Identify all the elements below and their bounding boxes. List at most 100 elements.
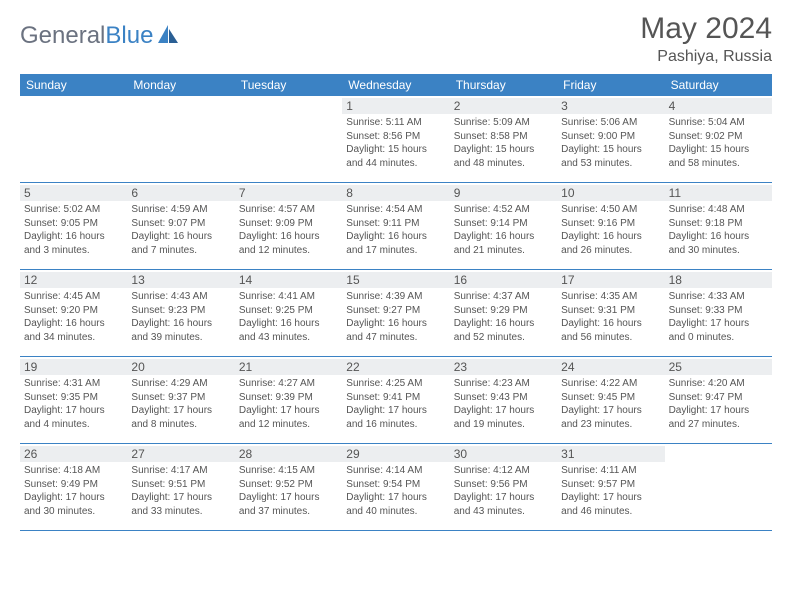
day-cell: 1Sunrise: 5:11 AMSunset: 8:56 PMDaylight… [342, 96, 449, 182]
sunset-text: Sunset: 9:39 PM [239, 391, 338, 405]
day-info: Sunrise: 4:37 AMSunset: 9:29 PMDaylight:… [454, 290, 553, 344]
day-info: Sunrise: 4:22 AMSunset: 9:45 PMDaylight:… [561, 377, 660, 431]
day-number: 17 [561, 273, 660, 287]
location-label: Pashiya, Russia [640, 48, 772, 66]
week-row: 5Sunrise: 5:02 AMSunset: 9:05 PMDaylight… [20, 183, 772, 270]
sunset-text: Sunset: 9:11 PM [346, 217, 445, 231]
daylight-text: Daylight: 17 hours and 4 minutes. [24, 404, 123, 431]
day-number-row: 24 [557, 359, 664, 375]
day-info: Sunrise: 4:31 AMSunset: 9:35 PMDaylight:… [24, 377, 123, 431]
weeks-container: 1Sunrise: 5:11 AMSunset: 8:56 PMDaylight… [20, 96, 772, 531]
sunset-text: Sunset: 9:37 PM [131, 391, 230, 405]
day-number: 6 [131, 186, 230, 200]
day-cell: 29Sunrise: 4:14 AMSunset: 9:54 PMDayligh… [342, 444, 449, 530]
sunrise-text: Sunrise: 5:06 AM [561, 116, 660, 130]
daylight-text: Daylight: 17 hours and 0 minutes. [669, 317, 768, 344]
sunrise-text: Sunrise: 4:52 AM [454, 203, 553, 217]
day-number-row: 7 [235, 185, 342, 201]
sunset-text: Sunset: 9:16 PM [561, 217, 660, 231]
daylight-text: Daylight: 16 hours and 52 minutes. [454, 317, 553, 344]
sunset-text: Sunset: 8:56 PM [346, 130, 445, 144]
day-number: 18 [669, 273, 768, 287]
day-cell: 31Sunrise: 4:11 AMSunset: 9:57 PMDayligh… [557, 444, 664, 530]
sunset-text: Sunset: 9:20 PM [24, 304, 123, 318]
weekday-header: Thursday [450, 74, 557, 96]
daylight-text: Daylight: 17 hours and 40 minutes. [346, 491, 445, 518]
day-cell: 13Sunrise: 4:43 AMSunset: 9:23 PMDayligh… [127, 270, 234, 356]
daylight-text: Daylight: 16 hours and 30 minutes. [669, 230, 768, 257]
sunrise-text: Sunrise: 4:48 AM [669, 203, 768, 217]
day-info: Sunrise: 4:39 AMSunset: 9:27 PMDaylight:… [346, 290, 445, 344]
day-cell: 16Sunrise: 4:37 AMSunset: 9:29 PMDayligh… [450, 270, 557, 356]
daylight-text: Daylight: 17 hours and 43 minutes. [454, 491, 553, 518]
day-number: 28 [239, 447, 338, 461]
daylight-text: Daylight: 17 hours and 37 minutes. [239, 491, 338, 518]
sunrise-text: Sunrise: 4:15 AM [239, 464, 338, 478]
day-info: Sunrise: 4:17 AMSunset: 9:51 PMDaylight:… [131, 464, 230, 518]
day-number: 9 [454, 186, 553, 200]
day-number: 15 [346, 273, 445, 287]
brand-logo: GeneralBlue [20, 22, 180, 50]
sunrise-text: Sunrise: 4:54 AM [346, 203, 445, 217]
daylight-text: Daylight: 15 hours and 44 minutes. [346, 143, 445, 170]
day-number-row: 8 [342, 185, 449, 201]
day-number: 2 [454, 99, 553, 113]
day-info: Sunrise: 4:20 AMSunset: 9:47 PMDaylight:… [669, 377, 768, 431]
weekday-header: Monday [127, 74, 234, 96]
sunrise-text: Sunrise: 4:43 AM [131, 290, 230, 304]
day-number: 3 [561, 99, 660, 113]
sunset-text: Sunset: 9:02 PM [669, 130, 768, 144]
day-cell: 5Sunrise: 5:02 AMSunset: 9:05 PMDaylight… [20, 183, 127, 269]
daylight-text: Daylight: 15 hours and 53 minutes. [561, 143, 660, 170]
daylight-text: Daylight: 17 hours and 19 minutes. [454, 404, 553, 431]
month-title: May 2024 [640, 12, 772, 46]
day-cell: 28Sunrise: 4:15 AMSunset: 9:52 PMDayligh… [235, 444, 342, 530]
daylight-text: Daylight: 16 hours and 34 minutes. [24, 317, 123, 344]
day-number-row: 6 [127, 185, 234, 201]
sunset-text: Sunset: 9:49 PM [24, 478, 123, 492]
daylight-text: Daylight: 16 hours and 21 minutes. [454, 230, 553, 257]
day-number-row: 5 [20, 185, 127, 201]
sunrise-text: Sunrise: 4:25 AM [346, 377, 445, 391]
week-row: 12Sunrise: 4:45 AMSunset: 9:20 PMDayligh… [20, 270, 772, 357]
day-number: 14 [239, 273, 338, 287]
sunrise-text: Sunrise: 4:31 AM [24, 377, 123, 391]
day-cell: 19Sunrise: 4:31 AMSunset: 9:35 PMDayligh… [20, 357, 127, 443]
day-number: 21 [239, 360, 338, 374]
day-cell: 24 Sunrise: 4:22 AMSunset: 9:45 PMDayligh… [557, 357, 664, 443]
day-number-row: 23 [450, 359, 557, 375]
day-info: Sunrise: 5:06 AMSunset: 9:00 PMDaylight:… [561, 116, 660, 170]
page-header: GeneralBlue May 2024 Pashiya, Russia [20, 12, 772, 66]
sunrise-text: Sunrise: 5:02 AM [24, 203, 123, 217]
day-info: Sunrise: 4:18 AMSunset: 9:49 PMDaylight:… [24, 464, 123, 518]
day-cell: 14Sunrise: 4:41 AMSunset: 9:25 PMDayligh… [235, 270, 342, 356]
day-number-row: 15 [342, 272, 449, 288]
day-cell: 27Sunrise: 4:17 AMSunset: 9:51 PMDayligh… [127, 444, 234, 530]
day-info: Sunrise: 4:50 AMSunset: 9:16 PMDaylight:… [561, 203, 660, 257]
day-cell: 21Sunrise: 4:27 AMSunset: 9:39 PMDayligh… [235, 357, 342, 443]
day-number-row: 18 [665, 272, 772, 288]
daylight-text: Daylight: 16 hours and 47 minutes. [346, 317, 445, 344]
sunrise-text: Sunrise: 4:18 AM [24, 464, 123, 478]
day-number-row: 3 [557, 98, 664, 114]
day-cell: 18Sunrise: 4:33 AMSunset: 9:33 PMDayligh… [665, 270, 772, 356]
day-cell: 2Sunrise: 5:09 AMSunset: 8:58 PMDaylight… [450, 96, 557, 182]
daylight-text: Daylight: 16 hours and 43 minutes. [239, 317, 338, 344]
day-number: 20 [131, 360, 230, 374]
day-number-row: 1 [342, 98, 449, 114]
sunrise-text: Sunrise: 4:45 AM [24, 290, 123, 304]
title-block: May 2024 Pashiya, Russia [640, 12, 772, 66]
sunset-text: Sunset: 9:23 PM [131, 304, 230, 318]
day-cell: 12Sunrise: 4:45 AMSunset: 9:20 PMDayligh… [20, 270, 127, 356]
day-cell: 25Sunrise: 4:20 AMSunset: 9:47 PMDayligh… [665, 357, 772, 443]
daylight-text: Daylight: 17 hours and 30 minutes. [24, 491, 123, 518]
daylight-text: Daylight: 17 hours and 23 minutes. [561, 404, 660, 431]
day-info: Sunrise: 4:59 AMSunset: 9:07 PMDaylight:… [131, 203, 230, 257]
day-info: Sunrise: 5:04 AMSunset: 9:02 PMDaylight:… [669, 116, 768, 170]
sunrise-text: Sunrise: 4:11 AM [561, 464, 660, 478]
sunset-text: Sunset: 9:09 PM [239, 217, 338, 231]
day-info: Sunrise: 4:57 AMSunset: 9:09 PMDaylight:… [239, 203, 338, 257]
sunset-text: Sunset: 9:43 PM [454, 391, 553, 405]
sunset-text: Sunset: 9:47 PM [669, 391, 768, 405]
sunrise-text: Sunrise: 5:09 AM [454, 116, 553, 130]
